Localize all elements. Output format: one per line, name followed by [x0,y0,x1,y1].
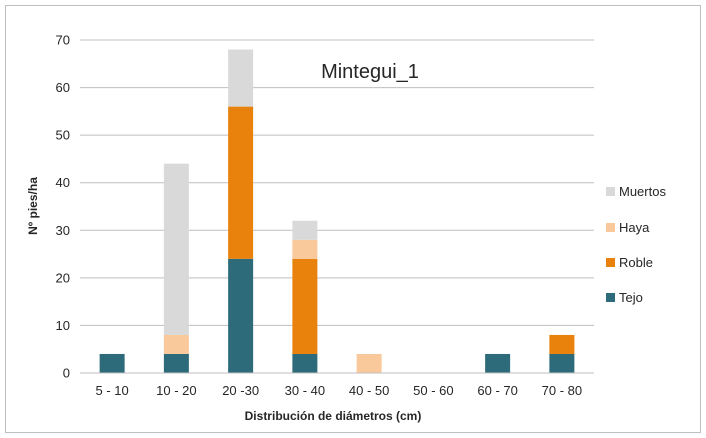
legend-swatch-muertos [606,187,615,196]
bar-muertos-2 [228,49,254,107]
y-axis-title: Nº pies/ha [26,177,40,235]
bar-muertos-1 [163,163,189,335]
x-axis-title: Distribución de diámetros (cm) [245,409,422,423]
x-tick-label: 40 - 50 [349,383,389,398]
x-tick-label: 5 - 10 [96,383,129,398]
legend-label-haya: Haya [619,220,650,235]
y-tick-label: 10 [56,318,70,333]
bar-haya-1 [163,334,189,354]
bars [99,49,575,373]
chart-title: Mintegui_1 [321,61,419,83]
y-tick-label: 50 [56,128,70,143]
legend-label-tejo: Tejo [619,290,643,305]
bar-haya-4 [356,353,382,373]
bar-tejo-7 [549,353,575,373]
x-tick-label: 70 - 80 [542,383,582,398]
x-tick-label: 50 - 60 [413,383,453,398]
bar-tejo-0 [99,353,125,373]
y-tick-label: 30 [56,223,70,238]
bar-tejo-6 [485,353,511,373]
legend: Muertos Haya Roble Tejo [606,184,666,305]
bar-roble-7 [549,334,575,354]
bar-roble-3 [292,258,318,354]
bar-muertos-3 [292,220,318,240]
legend-swatch-haya [606,223,615,232]
y-tick-labels: 0 10 20 30 40 50 60 70 [56,33,70,381]
x-tick-label: 30 - 40 [285,383,325,398]
bar-tejo-1 [163,353,189,373]
y-tick-label: 60 [56,80,70,95]
x-tick-label: 60 - 70 [477,383,517,398]
y-tick-label: 20 [56,270,70,285]
bar-tejo-2 [228,258,254,373]
x-tick-label: 20 -30 [222,383,259,398]
legend-swatch-tejo [606,293,615,302]
bar-tejo-3 [292,353,318,373]
legend-swatch-roble [606,258,615,267]
x-tick-label: 10 - 20 [156,383,196,398]
y-tick-label: 70 [56,33,70,48]
legend-label-muertos: Muertos [619,184,666,199]
y-tick-label: 0 [63,366,70,381]
bar-roble-2 [228,106,254,259]
x-tick-labels: 5 - 10 10 - 20 20 -30 30 - 40 40 - 50 50 - 60… [96,383,583,398]
bar-haya-3 [292,239,318,259]
y-tick-label: 40 [56,175,70,190]
legend-label-roble: Roble [619,255,653,270]
